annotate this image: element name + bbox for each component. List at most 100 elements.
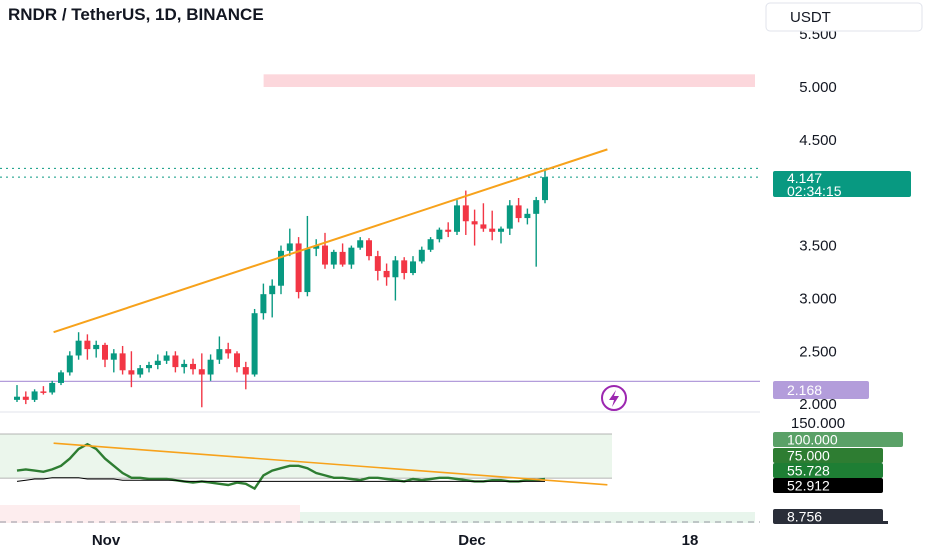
candle-body (462, 205, 469, 222)
candle[interactable] (445, 222, 452, 238)
candle[interactable] (348, 245, 355, 269)
currency-selector[interactable]: USDT (765, 2, 923, 32)
candle-body (392, 260, 399, 278)
candle[interactable] (102, 342, 108, 368)
price-tick-label: 3.000 (799, 290, 837, 307)
candle[interactable] (22, 391, 29, 405)
candle[interactable] (471, 209, 478, 246)
price-tick-label: 5.000 (799, 79, 837, 96)
resistance-zone[interactable] (263, 74, 755, 87)
candle-body (330, 251, 337, 265)
candle[interactable] (93, 340, 100, 358)
indicator-shade-green (300, 512, 755, 523)
time-tick-label: Nov (92, 532, 121, 549)
candle[interactable] (172, 351, 179, 373)
indicator-value-text: 100.000 (787, 432, 838, 448)
price-tick-label: 2.500 (799, 343, 837, 360)
candle[interactable] (110, 349, 117, 373)
candle[interactable] (154, 354, 161, 370)
candle[interactable] (146, 361, 152, 373)
candle[interactable] (251, 308, 258, 377)
candle[interactable] (198, 353, 205, 408)
candle[interactable] (366, 238, 372, 261)
indicator-trendline[interactable] (53, 442, 608, 486)
candle[interactable] (66, 351, 73, 376)
candle[interactable] (14, 385, 20, 402)
candle[interactable] (515, 197, 522, 223)
candle[interactable] (418, 246, 425, 264)
candle-body (128, 370, 135, 375)
indicator-value-badge (773, 463, 883, 478)
candle[interactable] (190, 358, 196, 375)
time-tick-label: 18 (682, 532, 699, 549)
candle[interactable] (119, 345, 126, 375)
candle[interactable] (436, 227, 443, 243)
indicator-value-label[interactable]: 55.728 (773, 463, 883, 479)
indicator-line[interactable] (16, 442, 546, 491)
trendline-resistance[interactable] (53, 148, 608, 334)
candle[interactable] (462, 190, 469, 235)
candle[interactable] (533, 196, 540, 267)
candle[interactable] (181, 359, 188, 374)
candle[interactable] (313, 239, 320, 257)
candle-body (304, 248, 311, 293)
indicator-signal-line[interactable] (16, 477, 545, 482)
candle[interactable] (480, 203, 487, 232)
indicator-value-label[interactable]: 75.000 (773, 448, 883, 464)
candle[interactable] (40, 386, 47, 395)
candle[interactable] (427, 237, 434, 252)
candle[interactable] (278, 245, 284, 295)
candle[interactable] (383, 263, 390, 286)
bar-countdown: 02:34:15 (787, 183, 842, 199)
candle[interactable] (322, 232, 328, 269)
candle-body (242, 367, 249, 375)
candle-body (198, 369, 205, 375)
candle[interactable] (49, 380, 56, 395)
indicator-value-label[interactable]: 100.000 (773, 432, 903, 448)
candle[interactable] (410, 256, 416, 276)
candle[interactable] (31, 389, 38, 402)
candle[interactable] (128, 351, 135, 388)
candle[interactable] (163, 351, 170, 364)
candle[interactable] (295, 237, 302, 299)
candle-body (436, 229, 443, 240)
candle[interactable] (524, 208, 531, 225)
indicator-value-label[interactable]: 52.912 (773, 478, 883, 494)
candle[interactable] (339, 243, 346, 267)
candle[interactable] (357, 237, 364, 250)
candle[interactable] (506, 200, 513, 235)
candle[interactable] (260, 283, 267, 320)
candle-body (295, 243, 302, 293)
candle[interactable] (75, 332, 82, 360)
candle[interactable] (304, 215, 311, 297)
candle[interactable] (234, 351, 240, 373)
candle[interactable] (489, 210, 496, 241)
candle[interactable] (216, 336, 223, 364)
candle[interactable] (330, 249, 337, 269)
alert-icon[interactable] (601, 385, 627, 411)
level-price-label[interactable]: 2.168 (773, 381, 869, 399)
candle-body (225, 349, 232, 354)
candle[interactable] (207, 354, 214, 381)
candle-body (374, 256, 381, 271)
candle[interactable] (225, 342, 232, 359)
indicator-value-label[interactable]: 8.756 (773, 509, 883, 525)
candle[interactable] (498, 226, 504, 244)
candle[interactable] (269, 279, 276, 318)
last-price-badge (773, 171, 911, 197)
price-tick-label: 4.500 (799, 132, 837, 149)
candle[interactable] (374, 250, 381, 281)
candle[interactable] (286, 228, 293, 257)
candle[interactable] (242, 361, 249, 390)
candle[interactable] (401, 257, 408, 280)
candle[interactable] (84, 334, 91, 360)
candle-body (102, 344, 108, 360)
candle[interactable] (58, 370, 64, 386)
candle[interactable] (392, 256, 399, 301)
candle-body (75, 340, 82, 356)
candle[interactable] (542, 168, 548, 204)
candle[interactable] (137, 364, 144, 378)
candle[interactable] (454, 200, 460, 235)
